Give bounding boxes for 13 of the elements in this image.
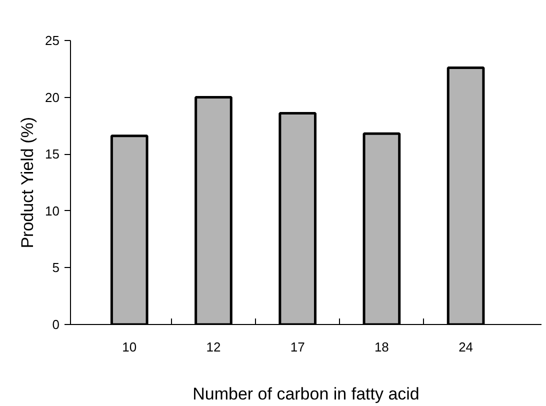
y-tick-label: 10 bbox=[45, 203, 60, 218]
x-tick-label: 17 bbox=[290, 340, 305, 354]
y-tick-label: 5 bbox=[52, 260, 60, 276]
x-tick-label: 10 bbox=[122, 340, 137, 354]
y-tick-label: 15 bbox=[45, 146, 60, 162]
y-tick-label: 0 bbox=[52, 317, 60, 332]
y-tick-label: 20 bbox=[45, 90, 60, 105]
x-axis-title: Number of carbon in fatty acid bbox=[192, 384, 420, 404]
y-axis-title: Product Yield (%) bbox=[18, 116, 38, 248]
x-tick-label: 12 bbox=[206, 340, 221, 354]
x-tick-label: 18 bbox=[374, 340, 389, 354]
x-tick-label: 24 bbox=[458, 340, 474, 354]
y-tick-label: 25 bbox=[45, 33, 60, 48]
